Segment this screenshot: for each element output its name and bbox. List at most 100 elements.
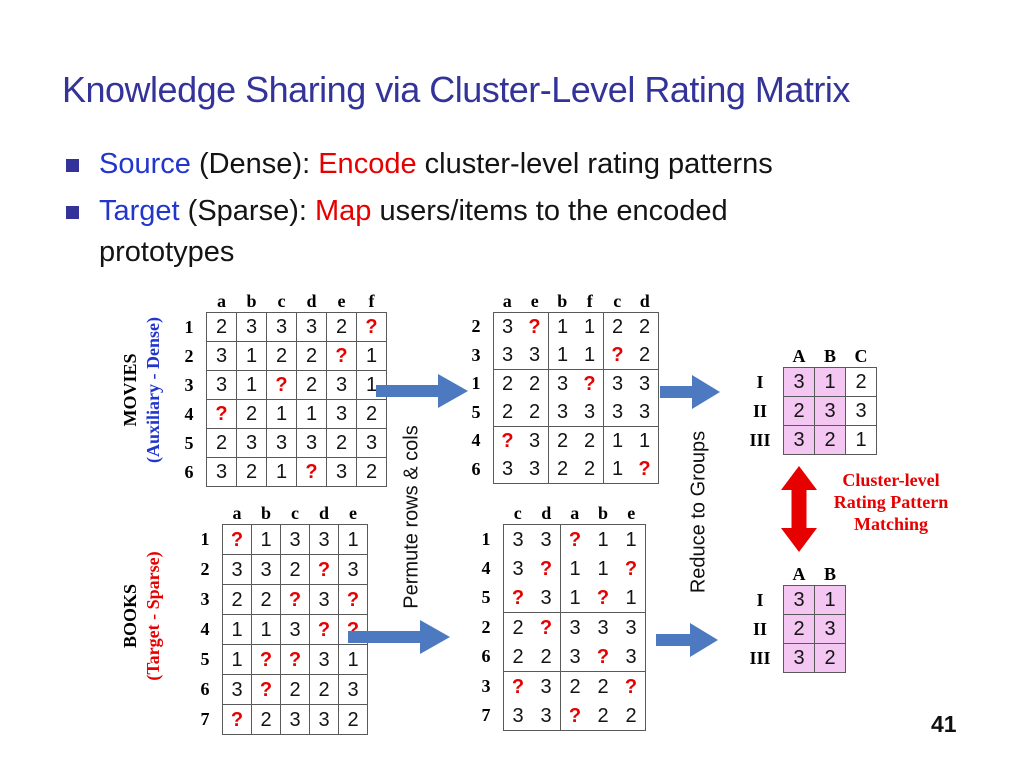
- matrix-col-header: b: [597, 502, 608, 523]
- matching-line3: Matching: [854, 514, 928, 534]
- matrix-cell: 3: [521, 426, 549, 455]
- matrix-cell: 2: [540, 645, 552, 668]
- matrix-cell: 2: [280, 674, 310, 705]
- matrix-cell: 1: [356, 341, 387, 371]
- matrix-row-header: 2: [471, 316, 481, 337]
- bullet-source-type: (Dense):: [198, 148, 319, 180]
- matrix-col-header: e: [627, 502, 636, 523]
- matrix-cell: ?: [617, 671, 646, 701]
- matrix-cell: 2: [783, 614, 815, 644]
- matrix-cell: 2: [236, 399, 267, 429]
- matrix-cell: ?: [296, 457, 327, 487]
- matrix-col-header: f: [586, 290, 593, 311]
- matrix-cell: 3: [296, 312, 327, 342]
- matrix-cell: 3: [493, 455, 521, 484]
- matrix-row-header: 2: [481, 616, 491, 637]
- matrix-cell: 1: [266, 399, 297, 429]
- matrix-cell: 1: [603, 455, 631, 484]
- matrix-row-header: 5: [481, 587, 491, 608]
- matrix-col-header: b: [260, 502, 271, 523]
- permute-caption: Permute rows & cols: [400, 425, 423, 609]
- matrix-cell: ?: [338, 584, 368, 615]
- matrix-row-header: II: [752, 400, 767, 421]
- bullet-target-line2: prototypes: [99, 236, 235, 268]
- matrix-cell: 2: [206, 428, 237, 458]
- matrix-cell: 3: [309, 524, 339, 555]
- matrix-cell: 3: [236, 312, 267, 342]
- matrix-row-header: 6: [184, 461, 194, 482]
- matrix-table: a e b f c d 2 3? 1 1 2 2 3 3 3 1 1? 2 1 2 2 3? 3 3 5 2 2 3 3 3 3 4? 3 2 2 1…: [465, 290, 659, 484]
- matrix-cell: ?: [532, 612, 561, 642]
- matrix-cell: 3: [589, 612, 617, 642]
- matrix-cell: 3: [280, 524, 310, 555]
- books-label-title: BOOKS: [120, 583, 140, 649]
- matrix-cell: 3: [251, 554, 281, 585]
- matrix-cell: 2: [222, 584, 252, 615]
- matrix-row-header: 3: [184, 374, 194, 395]
- bullet-target: Target (Sparse): Map users/items to the …: [99, 194, 728, 228]
- matrix-cell: 3: [631, 369, 659, 398]
- matrix-cell: 3: [528, 344, 541, 366]
- matrix-cell: 2: [631, 312, 659, 341]
- matrix-cell: 2: [845, 367, 877, 397]
- matrix-corner: [178, 290, 207, 313]
- matrix-row-header: 2: [200, 559, 210, 579]
- matrix-corner: [743, 563, 784, 586]
- matrix-cell: 1: [589, 524, 617, 554]
- matrix-cell: 3: [532, 701, 561, 731]
- matrix-cell: ?: [576, 369, 604, 398]
- page-title: Knowledge Sharing via Cluster-Level Rati…: [62, 69, 850, 110]
- matrix-col-header: B: [823, 345, 836, 366]
- matrix-cell: ?: [280, 584, 310, 615]
- matrix-cell: 1: [338, 524, 368, 555]
- matrix-cell: 3: [338, 554, 368, 585]
- matrix-cell: ?: [521, 312, 549, 341]
- matrix-row-header: 3: [471, 344, 481, 365]
- matrix-col-header: a: [502, 290, 512, 311]
- books-cluster-matrix: A B I 3 1 II 2 3 III 3 2: [743, 563, 846, 673]
- matrix-cell: 1: [560, 554, 589, 583]
- matrix-cell: 3: [814, 396, 846, 426]
- matrix-table: a b c d e f 1 2 3 3 3 2? 2 3 1 2 2? 1 3 3 1? 2 3 1 4? 2 1 1 3 2 5 2 3 3 3 2…: [178, 290, 387, 487]
- matrix-cell: 3: [548, 398, 576, 427]
- matrix-cell: 3: [532, 524, 561, 554]
- matrix-cell: 3: [603, 369, 631, 398]
- matrix-cell: ?: [251, 644, 281, 675]
- bullet-square-icon: [66, 159, 79, 172]
- matrix-cell: ?: [280, 644, 310, 675]
- matrix-cell: 3: [521, 455, 549, 484]
- matrix-cell: 2: [296, 341, 327, 371]
- matrix-col-header: C: [854, 345, 868, 366]
- matrix-row-header: 4: [184, 403, 194, 424]
- matrix-cell: 2: [309, 674, 339, 705]
- matching-line1: Cluster-level: [842, 470, 940, 490]
- matrix-cell: 3: [783, 585, 815, 615]
- matrix-cell: 2: [206, 312, 237, 342]
- matrix-row-header: I: [756, 371, 764, 392]
- matrix-cell: 1: [236, 370, 267, 400]
- matrix-cell: 3: [280, 614, 310, 645]
- matrix-row-header: III: [749, 647, 771, 668]
- matrix-table: a b c d e 1? 1 3 3 1 2 3 3 2? 3 3 2 2? 3? 4 1 1 3?? 5 1?? 3 1 6 3? 2 2…: [194, 502, 368, 735]
- matrix-cell: 3: [222, 674, 252, 705]
- matrix-row-header: 3: [200, 589, 210, 609]
- matrix-cell: 3: [309, 644, 339, 675]
- matrix-table: c d a b e 1 3 3? 1 1 4 3? 1 1? 5? 3 1? 1 2 2? 3 3 3 6 2 2 3? 3 3? 3 2 2…: [475, 502, 646, 731]
- matrix-cell: 2: [326, 428, 357, 458]
- matrix-row-header: II: [752, 618, 767, 639]
- matrix-row-header: 7: [481, 705, 491, 726]
- matching-double-arrow-icon: [781, 466, 817, 552]
- matrix-cell: 2: [503, 612, 532, 642]
- matrix-cell: ?: [631, 455, 659, 484]
- matrix-row-header: 4: [200, 619, 210, 639]
- matrix-cell: 1: [560, 583, 589, 613]
- movies-axis-label: MOVIES (Auxiliary - Dense): [119, 317, 165, 463]
- matrix-cell: 1: [222, 644, 252, 675]
- matrix-cell: 1: [251, 524, 281, 555]
- matrix-cell: 3: [206, 457, 237, 487]
- matrix-cell: ?: [560, 524, 589, 554]
- matrix-cell: 2: [814, 425, 846, 455]
- matrix-col-header: e: [349, 502, 357, 523]
- matrix-cell: 2: [493, 398, 521, 427]
- matrix-col-header: e: [337, 290, 346, 311]
